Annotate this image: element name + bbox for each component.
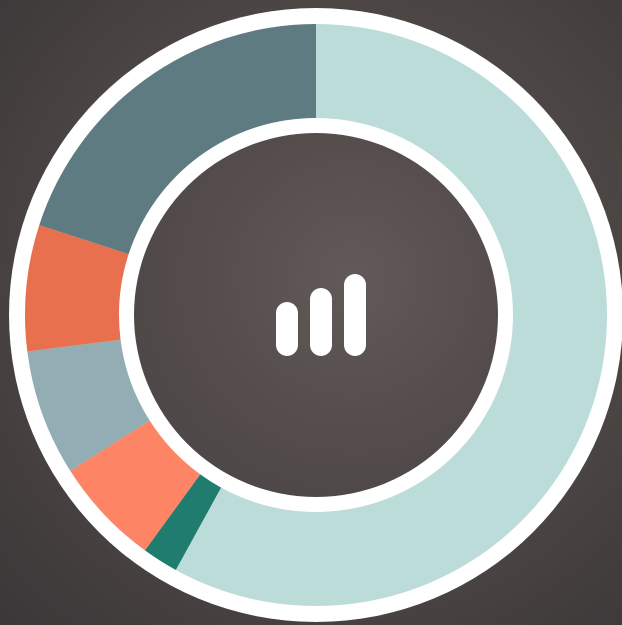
donut-segment (70, 420, 201, 551)
donut-segment (144, 474, 222, 571)
icon-bar (344, 274, 366, 356)
segments (25, 24, 607, 606)
icon-bar (276, 302, 298, 356)
icon-bar (310, 288, 332, 356)
donut-segment (25, 225, 129, 352)
donut-segment (27, 339, 150, 471)
donut-segment (175, 24, 607, 606)
chart-icon (276, 274, 366, 356)
donut-segment (39, 24, 316, 255)
